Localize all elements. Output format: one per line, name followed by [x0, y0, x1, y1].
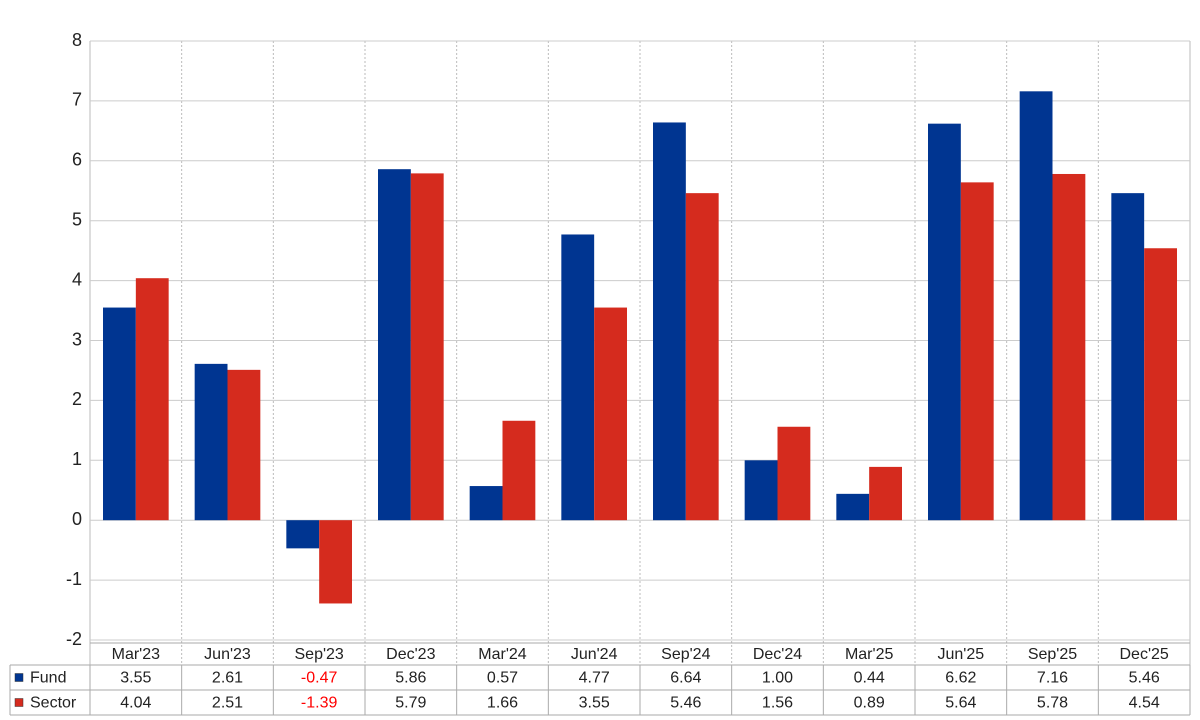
value-label: 3.55	[120, 670, 151, 687]
bar	[561, 234, 595, 521]
y-tick-label: 2	[72, 389, 82, 409]
value-label: 5.64	[945, 695, 976, 712]
legend-swatch	[14, 673, 24, 682]
bar	[378, 169, 411, 521]
y-tick-label: -1	[66, 569, 82, 589]
legend-label: Fund	[30, 670, 66, 687]
y-tick-label: 1	[72, 449, 82, 469]
x-tick-label: Dec'24	[753, 646, 802, 663]
value-label: 6.64	[670, 670, 701, 687]
x-tick-label: Jun'25	[938, 646, 985, 663]
y-tick-label: 7	[72, 90, 82, 110]
bar	[744, 460, 778, 521]
value-label: 0.89	[854, 695, 885, 712]
bar	[869, 466, 902, 521]
value-label: 5.46	[1129, 670, 1160, 687]
bar	[928, 123, 961, 521]
bar	[685, 193, 719, 521]
value-label: 5.46	[670, 695, 701, 712]
value-label: 4.77	[579, 670, 610, 687]
y-tick-label: 0	[72, 509, 82, 529]
y-tick-label: 3	[72, 329, 82, 349]
value-label: 4.04	[120, 695, 151, 712]
bar	[469, 486, 503, 521]
x-tick-label: Mar'23	[112, 646, 161, 663]
bar	[836, 493, 870, 521]
value-label: -1.39	[301, 695, 338, 712]
bar	[227, 369, 261, 521]
y-tick-label: 5	[72, 209, 82, 229]
value-label: 2.51	[212, 695, 243, 712]
bar	[194, 363, 228, 521]
x-tick-label: Jun'24	[571, 646, 618, 663]
x-tick-label: Sep'23	[295, 646, 344, 663]
y-tick-label: 8	[72, 30, 82, 50]
value-label: 7.16	[1037, 670, 1068, 687]
bar	[1052, 173, 1086, 521]
legend-swatch	[14, 698, 24, 707]
value-label: -0.47	[301, 670, 338, 687]
value-label: 5.79	[395, 695, 426, 712]
value-label: 6.62	[945, 670, 976, 687]
x-tick-label: Sep'24	[661, 646, 710, 663]
y-tick-label: -2	[66, 629, 82, 649]
value-label: 1.56	[762, 695, 793, 712]
bar	[103, 307, 136, 521]
bar	[286, 520, 320, 549]
y-tick-label: 4	[72, 269, 82, 289]
bar	[777, 426, 811, 521]
bar	[1111, 193, 1145, 521]
x-tick-label: Sep'25	[1028, 646, 1077, 663]
value-label: 3.55	[579, 695, 610, 712]
x-tick-label: Dec'25	[1120, 646, 1169, 663]
x-tick-label: Mar'24	[478, 646, 527, 663]
bar	[502, 420, 536, 521]
value-label: 0.44	[854, 670, 885, 687]
y-tick-label: 6	[72, 150, 82, 170]
bar	[960, 182, 994, 521]
value-label: 5.86	[395, 670, 426, 687]
x-tick-label: Dec'23	[386, 646, 435, 663]
value-label: 1.00	[762, 670, 793, 687]
bar	[1144, 248, 1177, 521]
bar	[653, 122, 686, 521]
value-label: 0.57	[487, 670, 518, 687]
value-label: 1.66	[487, 695, 518, 712]
value-label: 4.54	[1129, 695, 1160, 712]
legend-label: Sector	[30, 695, 77, 712]
x-tick-label: Jun'23	[204, 646, 251, 663]
value-label: 2.61	[212, 670, 243, 687]
bar	[135, 278, 169, 521]
value-label: 5.78	[1037, 695, 1068, 712]
x-tick-label: Mar'25	[845, 646, 894, 663]
bar	[319, 520, 352, 604]
bar	[594, 307, 627, 521]
bar	[410, 173, 444, 521]
bar	[1019, 91, 1053, 521]
